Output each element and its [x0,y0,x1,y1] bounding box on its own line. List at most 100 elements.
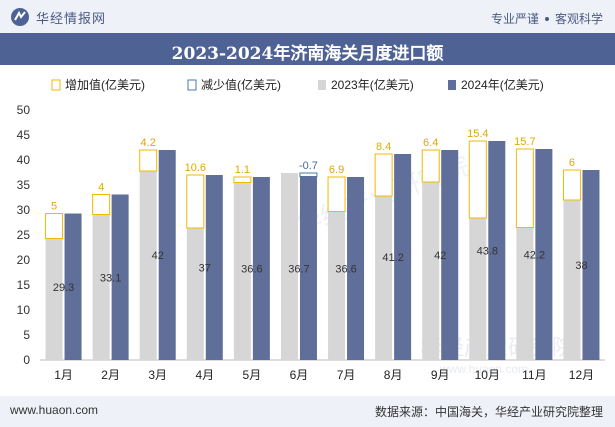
legend-label: 2023年(亿美元) [331,77,414,92]
y-tick-label: 30 [17,203,31,217]
brand-logo-icon [11,8,29,26]
change-label: 6.4 [423,137,438,149]
increase-box [92,194,111,215]
data-source: 数据来源：中国海关，华经产业研究院整理 [374,405,603,419]
increase-box [374,153,393,197]
x-tick-label: 12月 [569,368,594,382]
legend-label: 2024年(亿美元) [461,77,544,92]
increase-box [421,149,440,183]
legend-swatch [448,80,456,90]
value-label-2024: 36.6 [335,264,356,276]
bar-2023 [92,214,110,360]
increase-box [45,213,64,239]
x-tick-label: 3月 [148,368,167,382]
value-label-2024: 41.2 [382,252,403,264]
bar-2024 [441,150,459,360]
top-bar: 华经情报网 专业严谨 客观科学 [0,0,615,33]
change-label: 4.2 [141,137,156,149]
slogan-right: 客观科学 [554,12,603,26]
y-tick-label: 5 [23,328,30,342]
brand-logo[interactable]: 华经情报网 [10,7,106,27]
chart-title: 2023-2024年济南海关月度进口额 [171,44,444,64]
footer: www.huaon.com 数据来源：中国海关，华经产业研究院整理 [0,396,615,427]
x-tick-label: 11月 [522,368,546,382]
title-bar: 2023-2024年济南海关月度进口额 [0,33,615,65]
legend-label: 增加值(亿美元) [65,77,145,92]
legend-swatch [187,79,197,91]
change-label: -0.7 [299,160,318,172]
change-label: 8.4 [376,141,391,153]
chart: 华经产业研究院华经产业研究院www.huaon.com增加值(亿美元)减少值(亿… [17,77,605,382]
decrease-box [299,172,318,177]
x-tick-label: 6月 [290,368,309,382]
x-tick-label: 4月 [195,368,214,382]
x-tick-label: 7月 [337,368,356,382]
bar-2024 [111,194,129,360]
increase-box [186,174,205,229]
change-label: 15.4 [467,128,488,140]
bar-2024 [158,150,176,360]
y-tick-label: 10 [17,303,31,317]
increase-box [233,176,252,183]
y-tick-label: 25 [17,228,31,242]
change-label: 5 [51,201,57,213]
bar-2024 [205,175,223,360]
change-label: 1.1 [235,164,250,176]
watermark-url: www.huaon.com [439,362,528,376]
bar-2024 [582,170,600,360]
increase-box [515,148,534,228]
change-label: 6 [569,157,575,169]
y-tick-label: 50 [17,103,31,117]
value-label-2024: 42.2 [524,250,545,262]
value-label-2024: 36.7 [288,263,309,275]
bar-2023 [139,171,157,360]
y-tick-label: 15 [17,278,31,292]
legend-label: 减少值(亿美元) [201,77,281,92]
bar-2024 [394,154,412,360]
bar-2024 [252,177,270,360]
separator-dot-icon [544,16,549,21]
bar-2023 [422,182,440,360]
change-label: 4 [98,182,104,194]
change-label: 15.7 [514,136,535,148]
x-tick-label: 2月 [101,368,120,382]
bar-2023 [563,200,581,360]
x-tick-label: 10月 [475,368,500,382]
value-label-2024: 36.6 [241,264,262,276]
x-tick-label: 5月 [243,368,262,382]
increase-box [468,140,487,219]
y-tick-label: 40 [17,153,31,167]
bar-2024 [535,149,553,360]
slogan: 专业严谨 客观科学 [491,10,603,27]
bar-2023 [233,182,251,360]
increase-box [327,176,346,212]
bar-2023 [516,227,534,360]
bar-2023 [45,238,63,360]
bar-2023 [280,173,298,360]
value-label-2024: 38 [575,260,587,272]
bar-2024 [299,176,317,360]
x-tick-label: 8月 [384,368,403,382]
value-label-2024: 37 [199,263,211,275]
increase-box [562,169,581,201]
increase-box [139,149,158,172]
x-tick-label: 1月 [54,368,73,382]
change-label: 6.9 [329,164,344,176]
bar-2024 [64,213,82,360]
value-label-2024: 43.8 [477,246,498,258]
bar-2023 [375,196,393,360]
bar-2023 [186,228,204,360]
legend-swatch [318,80,326,90]
value-label-2024: 42 [152,250,164,262]
change-label: 10.6 [185,162,206,174]
value-label-2024: 33.1 [100,272,121,284]
bar-2024 [488,141,506,360]
bar-2023 [469,218,487,360]
footer-url[interactable]: www.huaon.com [10,403,99,417]
y-tick-label: 20 [17,253,31,267]
y-tick-label: 0 [23,353,30,367]
value-label-2024: 29.3 [53,282,74,294]
value-label-2024: 42 [434,250,446,262]
x-tick-label: 9月 [431,368,450,382]
